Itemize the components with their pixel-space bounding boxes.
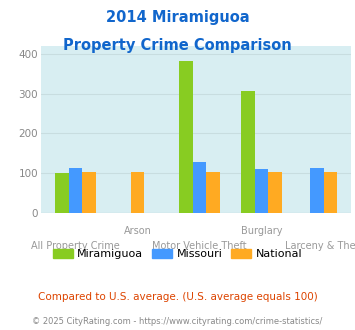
Bar — [310, 168, 324, 213]
Bar — [69, 168, 82, 213]
Text: 2014 Miramiguoa: 2014 Miramiguoa — [106, 10, 249, 25]
Legend: Miramiguoa, Missouri, National: Miramiguoa, Missouri, National — [48, 244, 307, 263]
Bar — [179, 61, 193, 213]
Bar — [268, 172, 282, 213]
Text: Larceny & Theft: Larceny & Theft — [285, 241, 355, 251]
Bar — [206, 172, 220, 213]
Text: Property Crime Comparison: Property Crime Comparison — [63, 38, 292, 53]
Bar — [193, 162, 206, 213]
Bar — [55, 173, 69, 213]
Text: Compared to U.S. average. (U.S. average equals 100): Compared to U.S. average. (U.S. average … — [38, 292, 317, 302]
Text: All Property Crime: All Property Crime — [31, 241, 120, 251]
Bar — [131, 172, 144, 213]
Bar — [82, 172, 96, 213]
Text: Motor Vehicle Theft: Motor Vehicle Theft — [152, 241, 247, 251]
Bar — [324, 172, 337, 213]
Text: Arson: Arson — [124, 226, 152, 236]
Bar — [255, 169, 268, 213]
Text: © 2025 CityRating.com - https://www.cityrating.com/crime-statistics/: © 2025 CityRating.com - https://www.city… — [32, 317, 323, 326]
Text: Burglary: Burglary — [241, 226, 282, 236]
Bar — [241, 91, 255, 213]
